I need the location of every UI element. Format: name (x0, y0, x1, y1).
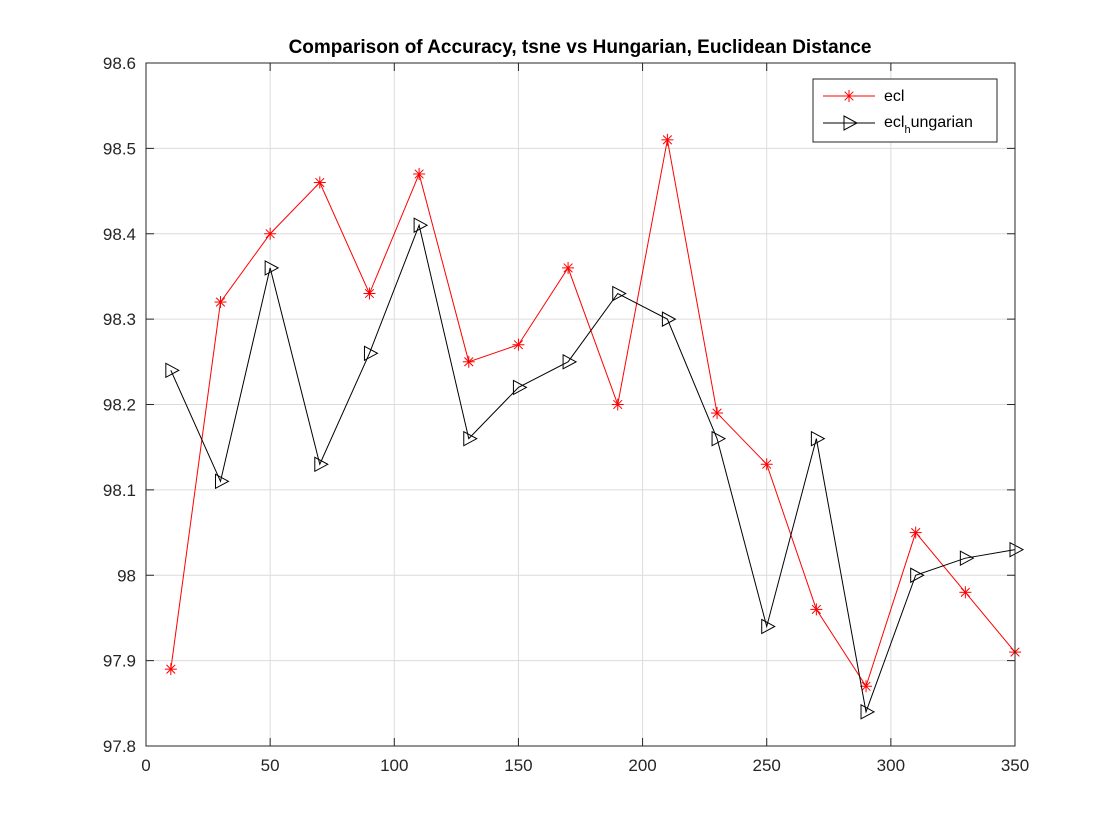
marker-stroke (844, 91, 854, 101)
data-point (661, 133, 674, 146)
data-point (562, 353, 578, 370)
data-point (463, 430, 478, 447)
data-point (711, 430, 727, 447)
data-point (661, 311, 677, 327)
legend: ecl eclhungarian (812, 78, 998, 143)
x-tick-label: 50 (261, 756, 280, 775)
data-point (363, 287, 376, 300)
y-tick-label: 98.1 (103, 481, 136, 500)
marker-stroke (215, 297, 226, 307)
data-point (760, 458, 773, 471)
data-point (164, 663, 177, 676)
data-point (810, 430, 826, 447)
marker-stroke (911, 527, 921, 538)
chart-title: Comparison of Accuracy, tsne vs Hungaria… (289, 37, 872, 58)
marker-stroke (613, 399, 623, 410)
axis-ticks (145, 62, 1016, 747)
y-tick-label: 98.5 (103, 139, 136, 158)
legend-label-ecl-hungarian: eclhungarian (884, 114, 973, 136)
data-point (959, 586, 972, 599)
marker-stroke (513, 340, 524, 350)
data-point (314, 456, 329, 473)
data-point (860, 704, 876, 720)
y-tick-label: 98 (117, 566, 136, 585)
data-point (711, 407, 724, 420)
x-axis-tick-labels: 0 50 100 150 200 250 300 350 (141, 756, 1029, 775)
legend-label-rest: ungarian (911, 114, 973, 131)
marker-stroke (861, 681, 871, 691)
marker-stroke (265, 229, 275, 239)
marker-stroke (662, 135, 673, 145)
data-point (761, 618, 776, 635)
data-point (909, 526, 922, 539)
y-tick-label: 98.6 (103, 54, 136, 73)
y-tick-label: 97.9 (103, 652, 136, 671)
marker-stroke (960, 587, 971, 597)
marker-stroke (315, 177, 325, 188)
legend-label-subscript: h (904, 124, 910, 136)
legend-marker-shape (843, 115, 859, 131)
data-point (562, 261, 575, 274)
data-point (462, 355, 475, 368)
y-tick-label: 98.2 (103, 396, 136, 415)
x-tick-label: 200 (628, 756, 656, 775)
data-point (264, 227, 277, 240)
data-point (910, 567, 925, 584)
x-tick-label: 150 (504, 756, 532, 775)
data-point (413, 217, 429, 234)
series-1 (164, 133, 1021, 693)
legend-label-ecl: ecl (884, 88, 904, 105)
y-tick-label: 98.4 (103, 225, 136, 244)
series-line (170, 139, 1016, 688)
marker-stroke (563, 263, 573, 273)
y-tick-label: 97.8 (103, 737, 136, 756)
data-point (165, 362, 180, 379)
x-tick-label: 250 (753, 756, 781, 775)
marker-stroke (414, 169, 424, 179)
data-point (512, 379, 528, 396)
data-point (810, 603, 823, 616)
x-tick-label: 350 (1001, 756, 1029, 775)
marker-stroke (811, 604, 822, 615)
legend-label-main: ecl (884, 114, 904, 131)
data-point (264, 260, 280, 276)
x-tick-label: 0 (141, 756, 150, 775)
data-point (413, 167, 426, 180)
x-tick-label: 100 (380, 756, 408, 775)
y-axis-tick-labels: 97.8 97.9 98 98.1 98.2 98.3 98.4 98.5 98.6 (103, 54, 136, 756)
legend-box (812, 78, 998, 143)
data-point (214, 296, 227, 309)
data-point (611, 398, 624, 411)
marker-stroke (762, 459, 772, 469)
legend-marker-shape (843, 90, 855, 102)
data-point (612, 285, 627, 302)
series-layer (164, 133, 1025, 720)
y-tick-label: 98.3 (103, 310, 136, 329)
series-line (170, 223, 1016, 714)
marker-stroke (364, 288, 375, 299)
marker-stroke (712, 408, 722, 418)
marker-stroke (464, 357, 474, 367)
marker-stroke (166, 664, 176, 674)
data-point (860, 680, 873, 693)
data-point (512, 338, 525, 351)
legend-marker-ecl (843, 90, 855, 102)
data-point (959, 550, 975, 567)
x-tick-label: 300 (877, 756, 905, 775)
data-point (363, 345, 379, 362)
legend-marker-ecl-hungarian (843, 115, 859, 131)
data-point (214, 473, 230, 490)
data-point (313, 176, 326, 189)
series-2 (165, 217, 1025, 720)
data-point (1009, 541, 1025, 558)
